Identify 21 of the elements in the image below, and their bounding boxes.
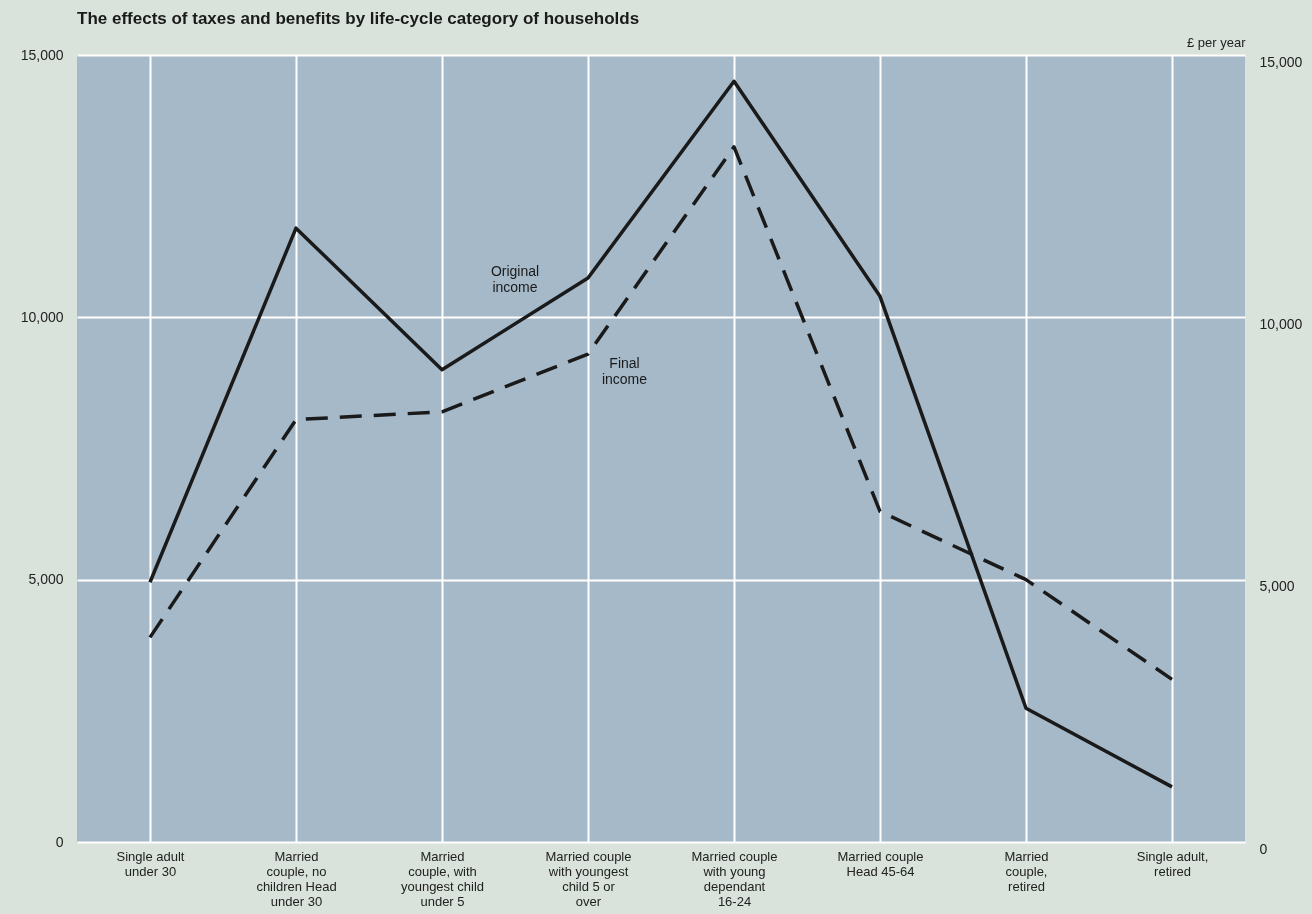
x-tick-label: Single adult under 30 [116,848,185,879]
y2-tick-label: 15,000 [1259,53,1303,70]
x-tick-label: Married couple, no children Head under 30 [256,848,337,909]
y2-axis-title: £ per year [1186,34,1247,50]
x-tick-label: Married couple with young dependant 16-24 [691,848,778,909]
chart-title: The effects of taxes and benefits by life-cycle category of households [77,9,640,28]
y2-tick-label: 0 [1259,840,1268,857]
x-tick-label: Married couple with youngest child 5 or over [545,848,632,909]
y2-tick-label: 10,000 [1259,315,1303,332]
y-tick-label: 0 [55,833,64,850]
y-tick-label: 10,000 [20,308,64,325]
y2-tick-label: 5,000 [1259,578,1295,595]
y-tick-label: 15,000 [20,46,64,63]
x-tick-label: Single adult, retired [1136,848,1209,879]
x-tick-label: Married couple, with youngest child under 5 [400,848,485,909]
y-tick-label: 5,000 [28,571,64,588]
series-label: Final income [601,355,648,388]
x-tick-label: Married couple, retired [1004,848,1049,894]
x-tick-label: Married couple Head 45-64 [837,848,924,879]
series-label: Original income [490,262,540,295]
line-series [148,79,1174,789]
